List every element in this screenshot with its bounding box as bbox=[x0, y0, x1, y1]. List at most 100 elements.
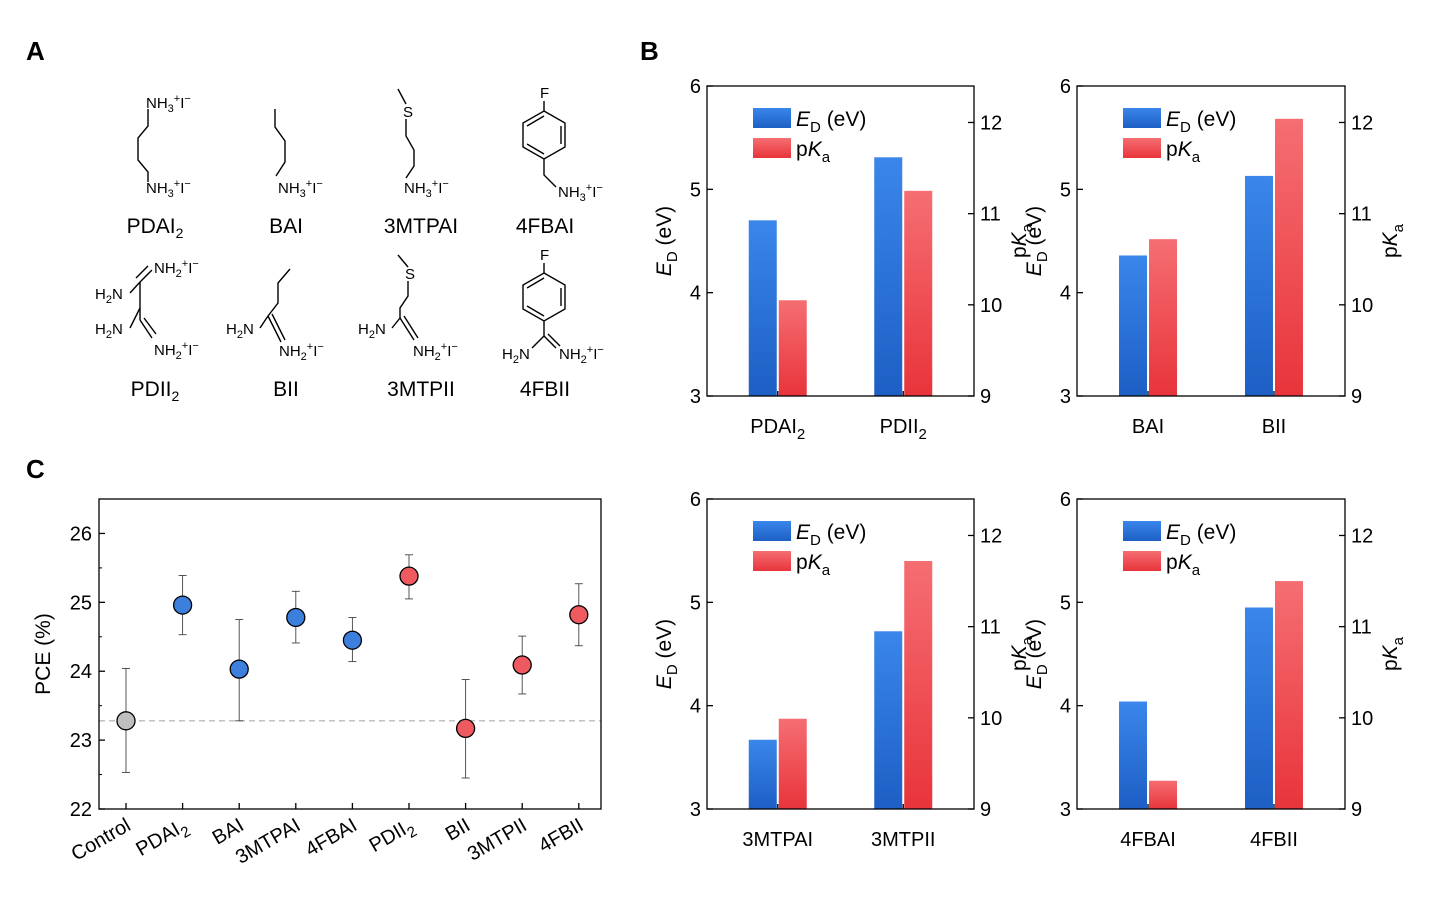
legend-label-ed: ED (eV) bbox=[796, 108, 866, 136]
structure-4fbii bbox=[522, 263, 566, 349]
tick-label-left: 4 bbox=[1060, 283, 1071, 305]
legend-label-pka: pKa bbox=[1166, 138, 1201, 166]
structure-3mtpii bbox=[391, 254, 419, 341]
category-label: 3MTPAI bbox=[232, 814, 304, 868]
data-point bbox=[116, 711, 136, 731]
tick-label-right: 11 bbox=[980, 204, 1001, 226]
structure-bai bbox=[274, 109, 286, 177]
legend-swatch-ed bbox=[753, 108, 791, 128]
tick-label-left: 26 bbox=[70, 523, 92, 545]
tick-label-right: 10 bbox=[980, 295, 1002, 317]
group-label: H2N bbox=[358, 321, 386, 341]
legend: ED (eV)pKa bbox=[1123, 108, 1236, 166]
data-point bbox=[342, 630, 363, 650]
tick-label-left: 3 bbox=[1060, 799, 1071, 821]
ylabel-left: ED (eV) bbox=[1023, 619, 1051, 689]
tick-label-left: 5 bbox=[690, 179, 701, 201]
ylabel: PCE (%) bbox=[32, 613, 55, 695]
structure-pdai2 bbox=[137, 109, 149, 182]
group-label: S bbox=[405, 266, 415, 283]
category-label: PDAI2 bbox=[132, 814, 193, 865]
category-label: 3MTPII bbox=[871, 829, 935, 851]
data-point bbox=[229, 659, 249, 679]
bar-ed bbox=[748, 220, 777, 396]
legend-swatch-pka bbox=[753, 138, 791, 158]
plot-frame bbox=[706, 85, 975, 397]
tick-label-left: 22 bbox=[70, 799, 92, 821]
data-point bbox=[455, 718, 476, 739]
bar-pka bbox=[1274, 581, 1303, 809]
plot-frame bbox=[1076, 85, 1346, 397]
tick-label-right: 9 bbox=[980, 386, 991, 408]
category-label: PDII2 bbox=[366, 814, 420, 861]
category-label: PDII2 bbox=[880, 416, 927, 443]
structure-name-4fbai: 4FBAI bbox=[516, 215, 574, 238]
bar-ed bbox=[874, 157, 903, 396]
tick-label-left: 5 bbox=[1060, 179, 1071, 201]
tick-label-left: 5 bbox=[1060, 592, 1071, 614]
structure-name-pdai2: PDAI2 bbox=[127, 215, 184, 241]
tick-label-right: 9 bbox=[1351, 799, 1362, 821]
group-label: S bbox=[403, 104, 413, 121]
legend-label-ed: ED (eV) bbox=[1166, 108, 1236, 136]
plot-frame bbox=[706, 498, 975, 810]
data-point bbox=[512, 655, 532, 675]
legend: ED (eV)pKa bbox=[753, 521, 866, 579]
structure-name-4fbii: 4FBII bbox=[520, 378, 570, 401]
legend-label-pka: pKa bbox=[1166, 551, 1201, 579]
tick-label-right: 10 bbox=[1351, 708, 1373, 730]
tick-label-left: 4 bbox=[690, 283, 701, 305]
tick-label-right: 11 bbox=[1351, 204, 1372, 226]
legend: ED (eV)pKa bbox=[753, 108, 866, 166]
data-point bbox=[286, 607, 306, 628]
tick-label-left: 5 bbox=[690, 592, 701, 614]
group-label: H2N bbox=[226, 321, 254, 341]
bar-pka bbox=[904, 561, 933, 809]
bar-ed bbox=[1119, 255, 1148, 396]
tick-label-left: 3 bbox=[1060, 386, 1071, 408]
legend-label-pka: pKa bbox=[796, 551, 831, 579]
ylabel-right: pKa bbox=[1008, 223, 1036, 258]
category-label: 4FBII bbox=[1250, 829, 1298, 851]
group-label: NH2+I− bbox=[413, 341, 458, 363]
plot-frame bbox=[1076, 498, 1346, 810]
category-label: BII bbox=[442, 814, 474, 845]
tick-label-right: 12 bbox=[980, 112, 1002, 134]
bar-pka bbox=[778, 300, 807, 396]
legend-swatch-ed bbox=[1123, 108, 1161, 128]
legend-swatch-ed bbox=[753, 521, 791, 541]
panel-label-c: C bbox=[26, 454, 45, 484]
group-label: NH2+I− bbox=[279, 341, 324, 363]
bar-ed bbox=[1244, 175, 1273, 396]
tick-label-right: 9 bbox=[1351, 386, 1362, 408]
group-label: NH2+I− bbox=[559, 344, 604, 366]
bar-pka bbox=[904, 190, 933, 396]
structure-labels: NH3+I− NH3+I− NH3+I− S NH3+I− F NH3+I− N… bbox=[95, 85, 604, 366]
structure-name-bai: BAI bbox=[269, 215, 303, 238]
legend-swatch-pka bbox=[1123, 551, 1161, 571]
tick-label-right: 10 bbox=[980, 708, 1002, 730]
group-label: NH3+I− bbox=[404, 178, 449, 200]
panel-label-b: B bbox=[640, 36, 659, 66]
tick-label-left: 23 bbox=[70, 730, 92, 752]
group-label: H2N bbox=[502, 346, 530, 366]
ylabel-right: pKa bbox=[1379, 223, 1407, 258]
group-label: NH3+I− bbox=[146, 178, 191, 200]
category-label: 3MTPAI bbox=[742, 829, 813, 851]
structure-name-3mtpii: 3MTPII bbox=[387, 378, 455, 401]
category-label: PDAI2 bbox=[750, 416, 805, 443]
tick-label-right: 10 bbox=[1351, 295, 1373, 317]
bar-ed bbox=[1119, 701, 1148, 809]
legend-swatch-pka bbox=[1123, 138, 1161, 158]
tick-label-left: 24 bbox=[70, 661, 92, 683]
category-label: Control bbox=[68, 814, 135, 865]
ylabel-right: pKa bbox=[1379, 636, 1407, 671]
legend: ED (eV)pKa bbox=[1123, 521, 1236, 579]
group-label: NH3+I− bbox=[278, 178, 323, 200]
structure-names: PDAI2 BAI 3MTPAI 4FBAI PDII2 BII 3MTPII … bbox=[127, 215, 575, 404]
group-label: F bbox=[540, 247, 549, 264]
